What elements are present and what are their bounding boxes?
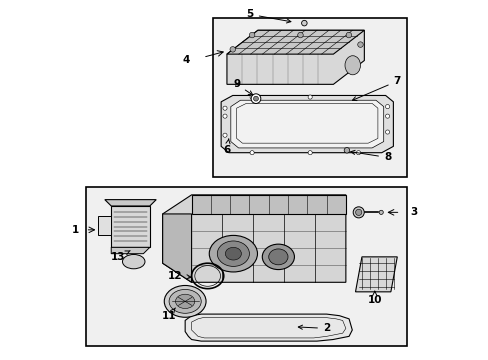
Circle shape <box>253 96 258 101</box>
Text: 1: 1 <box>71 225 79 235</box>
Ellipse shape <box>122 255 144 269</box>
Polygon shape <box>191 195 345 214</box>
Circle shape <box>344 148 349 153</box>
Ellipse shape <box>169 289 201 313</box>
Circle shape <box>249 95 254 99</box>
Polygon shape <box>104 200 156 206</box>
Circle shape <box>356 150 360 155</box>
Text: 5: 5 <box>246 9 290 23</box>
Ellipse shape <box>262 244 294 270</box>
Ellipse shape <box>175 294 194 309</box>
Ellipse shape <box>345 56 360 75</box>
Polygon shape <box>226 30 364 54</box>
Text: 8: 8 <box>350 150 390 162</box>
Circle shape <box>249 150 254 155</box>
Polygon shape <box>111 206 149 247</box>
Circle shape <box>249 32 254 38</box>
Text: 2: 2 <box>298 323 329 333</box>
Text: 3: 3 <box>409 207 417 217</box>
Circle shape <box>355 209 361 215</box>
Polygon shape <box>185 314 351 341</box>
Circle shape <box>346 32 351 38</box>
Text: 6: 6 <box>223 139 230 154</box>
Bar <box>213 18 406 176</box>
Circle shape <box>223 133 226 137</box>
Circle shape <box>307 150 312 155</box>
Polygon shape <box>226 30 364 84</box>
Ellipse shape <box>225 247 241 260</box>
Circle shape <box>223 106 226 110</box>
Ellipse shape <box>268 249 287 265</box>
Text: 13: 13 <box>110 251 130 262</box>
Ellipse shape <box>209 235 257 272</box>
Polygon shape <box>230 100 383 148</box>
Circle shape <box>297 32 303 38</box>
Circle shape <box>251 94 260 103</box>
Ellipse shape <box>164 285 205 317</box>
Text: 7: 7 <box>352 76 400 100</box>
Polygon shape <box>355 257 396 292</box>
Ellipse shape <box>217 241 249 266</box>
Circle shape <box>301 21 306 26</box>
Polygon shape <box>221 95 392 153</box>
Circle shape <box>385 114 389 118</box>
Text: 9: 9 <box>233 79 252 95</box>
Polygon shape <box>163 214 191 282</box>
Polygon shape <box>163 195 345 282</box>
Circle shape <box>307 95 312 99</box>
Polygon shape <box>98 216 111 235</box>
Text: 11: 11 <box>162 308 176 321</box>
Circle shape <box>223 114 226 118</box>
Circle shape <box>378 210 383 215</box>
Polygon shape <box>111 247 149 254</box>
Text: 10: 10 <box>367 291 381 305</box>
Bar <box>85 187 406 346</box>
Circle shape <box>229 46 235 52</box>
Text: 4: 4 <box>182 55 189 66</box>
Circle shape <box>385 104 389 109</box>
Circle shape <box>385 130 389 134</box>
Text: 12: 12 <box>168 271 190 281</box>
Circle shape <box>357 42 363 48</box>
Circle shape <box>352 207 364 218</box>
